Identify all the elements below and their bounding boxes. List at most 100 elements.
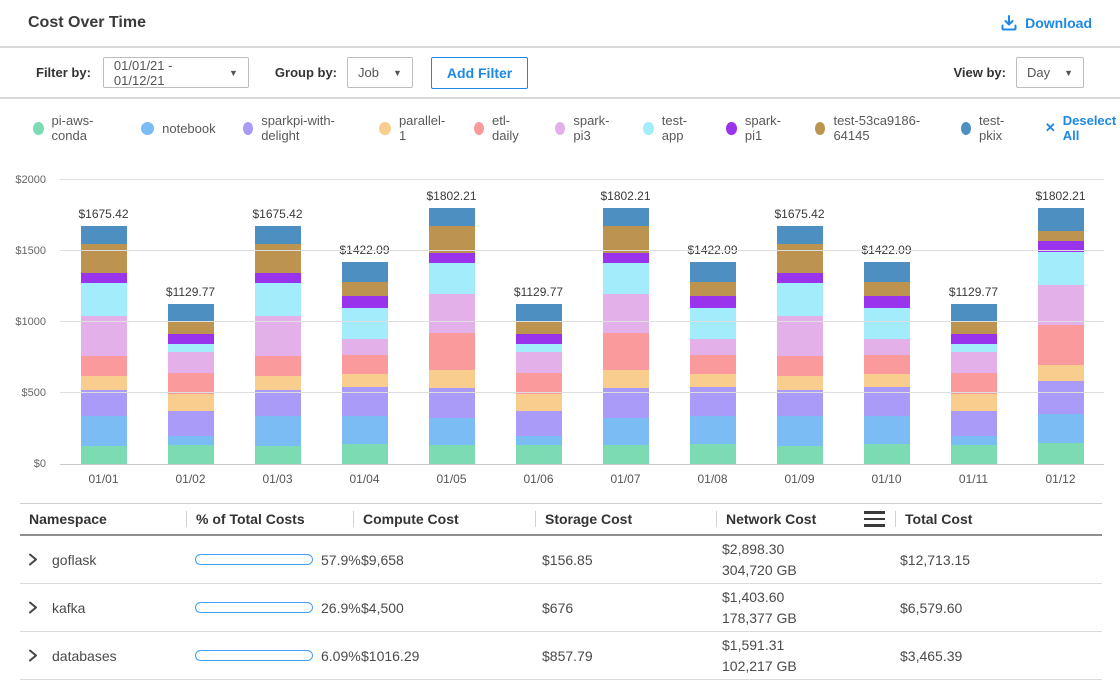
stacked-bar[interactable] [777, 226, 823, 464]
bar-segment-pi-aws-conda[interactable] [342, 444, 388, 464]
bar-segment-spark-pi1[interactable] [951, 334, 997, 344]
bar-segment-spark-pi3[interactable] [951, 352, 997, 373]
bar-segment-notebook[interactable] [864, 416, 910, 444]
bar-segment-test-53ca9186-64145[interactable] [255, 244, 301, 272]
bar-segment-pi-aws-conda[interactable] [603, 445, 649, 464]
table-row[interactable]: databases6.09%$1016.29$857.79$1,591.3110… [20, 632, 1102, 680]
bar-segment-etl-daily[interactable] [342, 355, 388, 374]
bar-segment-sparkpi-with-delight[interactable] [1038, 381, 1084, 414]
bar-segment-test-app[interactable] [603, 263, 649, 294]
bar-segment-pi-aws-conda[interactable] [951, 445, 997, 464]
bar-segment-sparkpi-with-delight[interactable] [951, 411, 997, 436]
column-header-compute[interactable]: Compute Cost [354, 504, 535, 534]
bar-segment-sparkpi-with-delight[interactable] [516, 411, 562, 436]
legend-item[interactable]: test-app [643, 113, 699, 143]
bar-segment-parallel-1[interactable] [168, 394, 214, 411]
bar-segment-etl-daily[interactable] [255, 356, 301, 375]
bar-segment-test-53ca9186-64145[interactable] [777, 244, 823, 272]
bar-segment-etl-daily[interactable] [1038, 325, 1084, 366]
bar-segment-pi-aws-conda[interactable] [81, 446, 127, 465]
stacked-bar[interactable] [168, 304, 214, 464]
group-by-select[interactable]: Job ▼ [347, 57, 413, 88]
bar-segment-spark-pi1[interactable] [81, 273, 127, 284]
stacked-bar[interactable] [864, 262, 910, 464]
bar-segment-parallel-1[interactable] [864, 374, 910, 387]
bar-segment-test-pkix[interactable] [516, 304, 562, 322]
column-menu-icon[interactable] [864, 511, 885, 527]
bar-segment-parallel-1[interactable] [951, 394, 997, 411]
bar-segment-spark-pi3[interactable] [603, 294, 649, 332]
bar-segment-spark-pi3[interactable] [342, 339, 388, 355]
bar-segment-etl-daily[interactable] [864, 355, 910, 374]
bar-segment-etl-daily[interactable] [777, 356, 823, 375]
bar-segment-test-pkix[interactable] [342, 262, 388, 282]
bar-segment-sparkpi-with-delight[interactable] [777, 390, 823, 416]
legend-item[interactable]: notebook [141, 121, 216, 136]
bar-segment-spark-pi1[interactable] [342, 296, 388, 308]
bar-segment-spark-pi3[interactable] [1038, 285, 1084, 325]
column-header-total[interactable]: Total Cost [896, 504, 1102, 534]
legend-item[interactable]: spark-pi3 [555, 113, 616, 143]
legend-item[interactable]: parallel-1 [379, 113, 446, 143]
bar-segment-spark-pi3[interactable] [864, 339, 910, 355]
bar-segment-spark-pi3[interactable] [516, 352, 562, 373]
bar-segment-parallel-1[interactable] [690, 374, 736, 387]
legend-item[interactable]: etl-daily [474, 113, 528, 143]
view-by-select[interactable]: Day ▼ [1016, 57, 1084, 88]
bar-segment-pi-aws-conda[interactable] [429, 445, 475, 464]
bar-segment-pi-aws-conda[interactable] [777, 446, 823, 465]
bar-segment-parallel-1[interactable] [342, 374, 388, 387]
bar-segment-test-pkix[interactable] [429, 208, 475, 226]
bar-segment-etl-daily[interactable] [429, 333, 475, 370]
expand-chevron-icon[interactable] [28, 553, 38, 566]
date-range-select[interactable]: 01/01/21 - 01/12/21 ▼ [103, 57, 249, 88]
bar-segment-test-53ca9186-64145[interactable] [81, 244, 127, 272]
bar-segment-sparkpi-with-delight[interactable] [168, 411, 214, 436]
bar-segment-spark-pi3[interactable] [255, 316, 301, 356]
bar-segment-spark-pi1[interactable] [690, 296, 736, 308]
bar-segment-test-app[interactable] [951, 344, 997, 352]
bar-segment-notebook[interactable] [81, 416, 127, 445]
legend-item[interactable]: test-53ca9186-64145 [815, 113, 934, 143]
bar-segment-test-app[interactable] [777, 283, 823, 316]
bar-segment-test-pkix[interactable] [864, 262, 910, 282]
stacked-bar[interactable] [951, 304, 997, 464]
legend-item[interactable]: spark-pi1 [726, 113, 787, 143]
bar-segment-test-pkix[interactable] [603, 208, 649, 226]
bar-segment-notebook[interactable] [516, 436, 562, 445]
bar-segment-pi-aws-conda[interactable] [690, 444, 736, 464]
bar-segment-test-pkix[interactable] [690, 262, 736, 282]
bar-segment-notebook[interactable] [429, 418, 475, 445]
bar-segment-notebook[interactable] [168, 436, 214, 445]
bar-segment-pi-aws-conda[interactable] [255, 446, 301, 465]
stacked-bar[interactable] [690, 262, 736, 464]
bar-segment-test-app[interactable] [864, 308, 910, 339]
bar-segment-etl-daily[interactable] [690, 355, 736, 374]
bar-segment-parallel-1[interactable] [255, 376, 301, 391]
stacked-bar[interactable] [603, 208, 649, 464]
column-header-network[interactable]: Network Cost [717, 504, 895, 534]
bar-segment-test-app[interactable] [1038, 252, 1084, 285]
bar-segment-test-pkix[interactable] [777, 226, 823, 244]
bar-segment-test-app[interactable] [429, 263, 475, 294]
stacked-bar[interactable] [429, 208, 475, 464]
bar-segment-spark-pi1[interactable] [168, 334, 214, 344]
bar-segment-test-53ca9186-64145[interactable] [516, 322, 562, 335]
bar-segment-pi-aws-conda[interactable] [1038, 443, 1084, 464]
stacked-bar[interactable] [81, 226, 127, 464]
bar-segment-test-app[interactable] [342, 308, 388, 339]
bar-segment-parallel-1[interactable] [516, 394, 562, 411]
stacked-bar[interactable] [516, 304, 562, 464]
expand-chevron-icon[interactable] [28, 601, 38, 614]
bar-segment-spark-pi3[interactable] [690, 339, 736, 355]
bar-segment-notebook[interactable] [342, 416, 388, 444]
bar-segment-spark-pi1[interactable] [255, 273, 301, 284]
bar-segment-notebook[interactable] [603, 418, 649, 445]
bar-segment-test-app[interactable] [168, 344, 214, 352]
bar-segment-notebook[interactable] [777, 416, 823, 445]
bar-segment-notebook[interactable] [1038, 414, 1084, 443]
bar-segment-spark-pi1[interactable] [777, 273, 823, 284]
bar-segment-parallel-1[interactable] [777, 376, 823, 391]
bar-segment-etl-daily[interactable] [603, 333, 649, 370]
bar-segment-test-53ca9186-64145[interactable] [951, 322, 997, 335]
